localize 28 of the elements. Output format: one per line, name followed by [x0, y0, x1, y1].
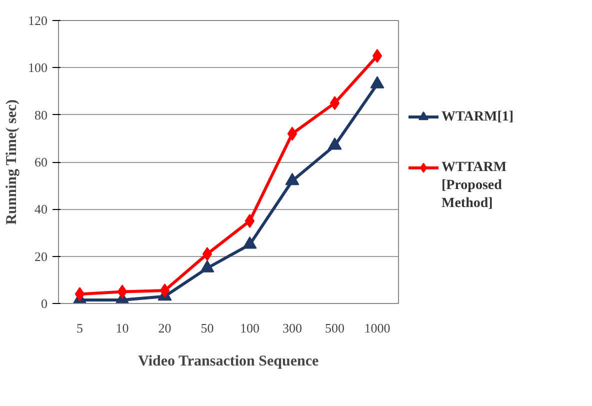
point — [287, 126, 298, 141]
point — [242, 236, 257, 249]
y-axis-title: Running Time( sec) — [4, 99, 20, 225]
y-tick-label: 100 — [28, 60, 48, 76]
point — [285, 172, 300, 186]
y-tick-label: 0 — [41, 296, 48, 311]
y-tick-label: 20 — [34, 248, 48, 264]
y-tick-label: 40 — [34, 202, 48, 217]
point — [372, 48, 382, 63]
x-tick-label: 50 — [200, 320, 214, 336]
x-tick-label: 20 — [158, 320, 172, 336]
legend-label: WTTARM [Proposed Method] — [442, 160, 507, 211]
point — [202, 246, 212, 261]
point — [328, 137, 342, 150]
y-tick-label: 60 — [34, 154, 48, 170]
x-tick-label: 1000 — [364, 320, 390, 336]
x-tick-label: 5 — [76, 320, 83, 336]
x-axis-title: Video Transaction Sequence — [138, 354, 319, 370]
y-tick-label: 80 — [34, 107, 48, 122]
x-tick-label: 300 — [282, 320, 302, 336]
x-tick-label: 500 — [325, 320, 344, 336]
legend-label: WTARM[1] — [442, 110, 514, 125]
y-tick-label: 120 — [28, 13, 48, 28]
x-tick-label: 10 — [116, 320, 129, 336]
point — [330, 96, 340, 110]
point — [200, 260, 214, 272]
x-tick-label: 100 — [240, 320, 260, 336]
point — [244, 214, 255, 228]
